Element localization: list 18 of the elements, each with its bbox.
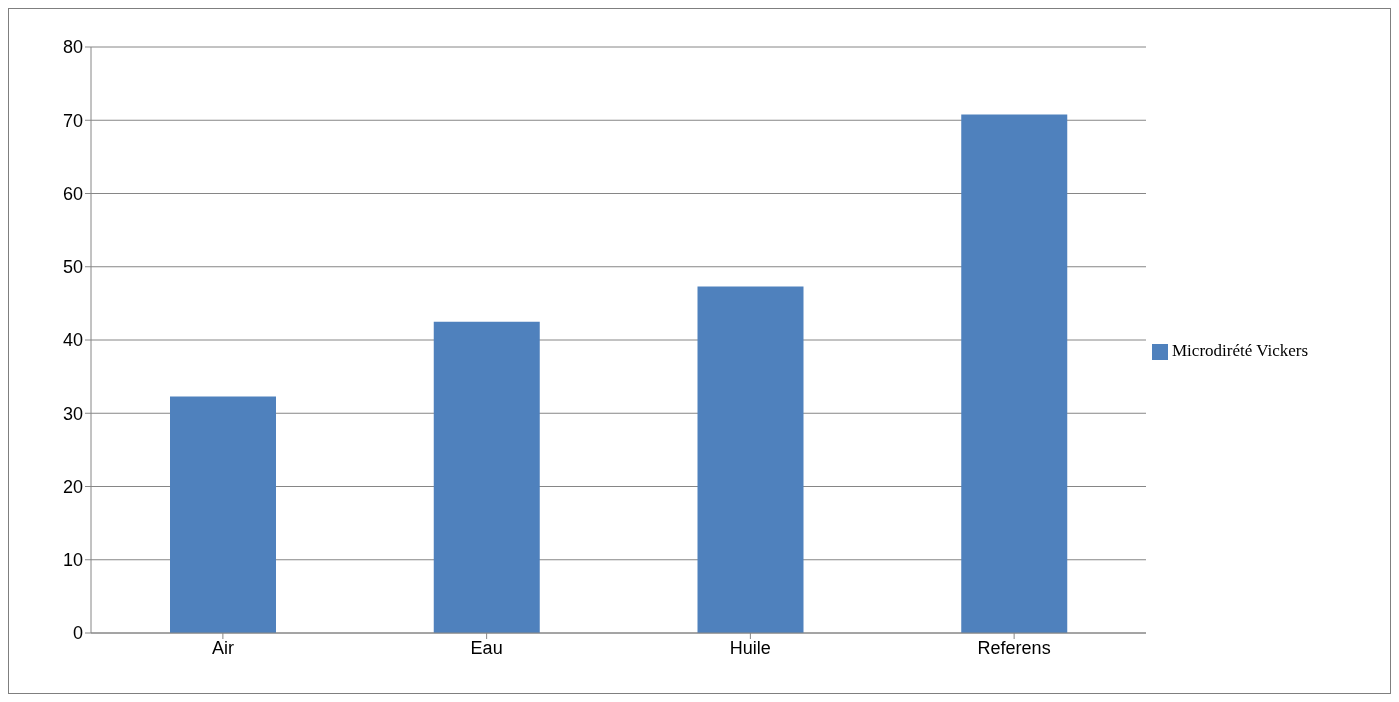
y-tick-label: 60 (62, 183, 83, 204)
y-tick-label: 70 (62, 110, 83, 131)
bar (697, 286, 804, 633)
bar (170, 396, 276, 633)
x-tick-label: Huile (729, 637, 771, 658)
x-tick-label: Referens (977, 637, 1051, 658)
y-tick-label: 50 (62, 257, 83, 278)
y-tick-label: 40 (62, 330, 83, 351)
x-tick-label: Eau (470, 637, 503, 658)
y-tick-label: 80 (62, 37, 83, 58)
bar (961, 114, 1068, 633)
y-tick-label: 0 (72, 623, 83, 644)
y-tick-label: 10 (62, 550, 83, 571)
bar (433, 321, 540, 633)
y-tick-label: 30 (62, 403, 83, 424)
y-tick-label: 20 (62, 476, 83, 497)
x-tick-label: Air (211, 637, 234, 658)
legend-label: Microdirété Vickers (1172, 341, 1309, 360)
